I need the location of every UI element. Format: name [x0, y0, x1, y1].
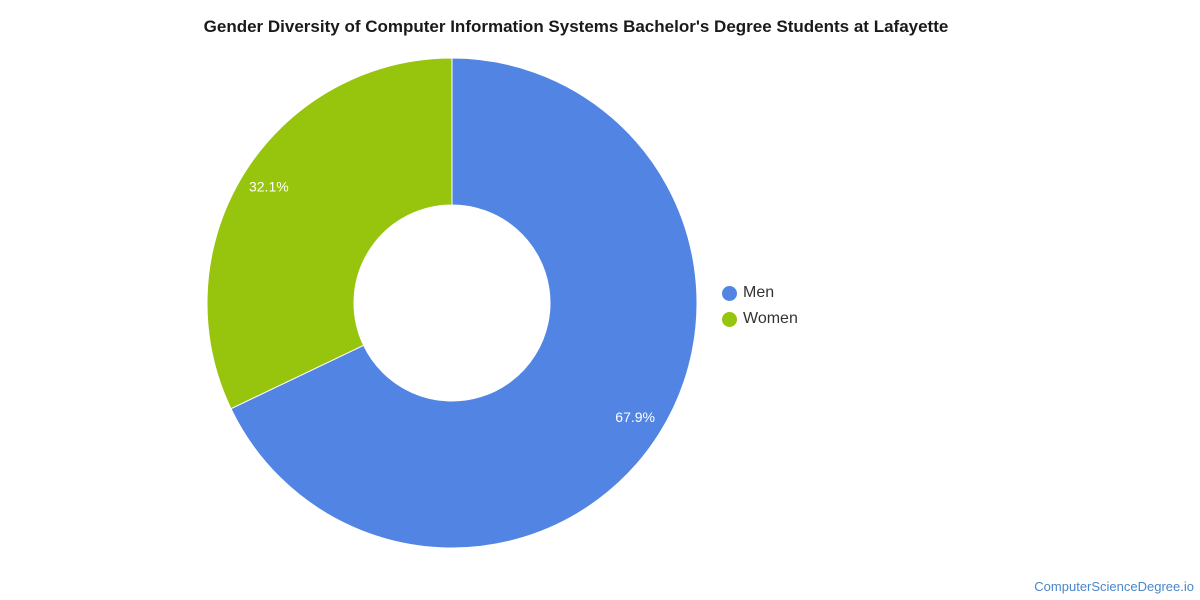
- data-label-men: 67.9%: [615, 409, 655, 425]
- watermark-link[interactable]: ComputerScienceDegree.io: [1034, 579, 1194, 594]
- legend-label-men: Men: [743, 284, 775, 301]
- legend-swatch-men: [722, 285, 737, 301]
- legend-label-women: Women: [743, 310, 798, 327]
- donut-slice-men[interactable]: [230, 57, 698, 549]
- donut-slice-women[interactable]: [206, 57, 453, 410]
- legend-swatch-women: [722, 311, 737, 327]
- chart-title: Gender Diversity of Computer Information…: [203, 17, 949, 36]
- data-label-women: 32.1%: [249, 178, 289, 194]
- legend-item-women[interactable]: Women: [722, 306, 798, 332]
- legend-item-men[interactable]: Men: [722, 280, 798, 306]
- legend: Men Women: [722, 280, 798, 332]
